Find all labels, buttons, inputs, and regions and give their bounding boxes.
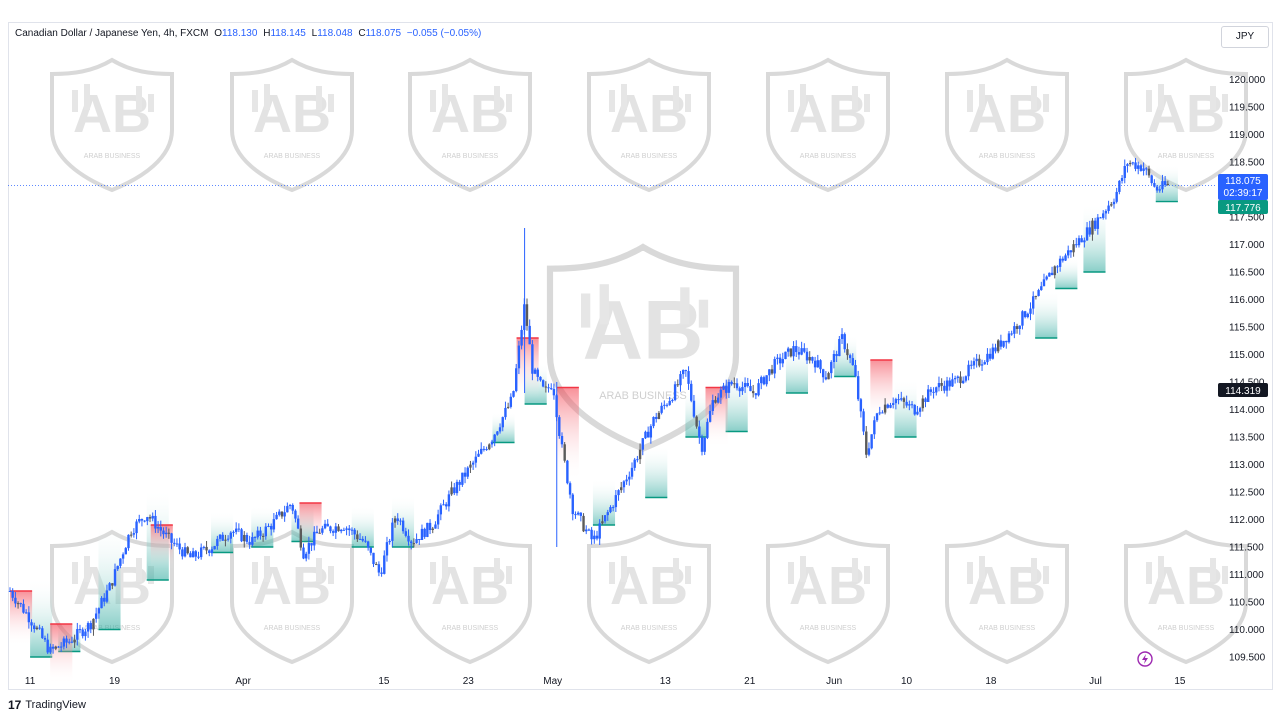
change-value: −0.055 (−0.05%) [406,28,482,39]
high-label: H [263,28,271,39]
currency-button[interactable]: JPY [1221,26,1269,48]
low-label: L [311,28,318,39]
low-value: 118.048 [317,28,353,39]
open-label: O [214,28,223,39]
open-value: 118.130 [222,28,258,39]
ohlc-legend: Canadian Dollar / Japanese Yen, 4h, FXCM… [15,28,481,39]
close-value: 118.075 [365,28,402,39]
chart-frame [8,22,1273,690]
brand-name: TradingView [25,699,86,711]
symbol-title[interactable]: Canadian Dollar / Japanese Yen, 4h, FXCM [15,28,209,39]
brand[interactable]: 17 TradingView [8,698,86,712]
high-value: 118.145 [270,28,306,39]
tradingview-logo-icon: 17 [8,698,22,712]
close-label: C [358,28,366,39]
